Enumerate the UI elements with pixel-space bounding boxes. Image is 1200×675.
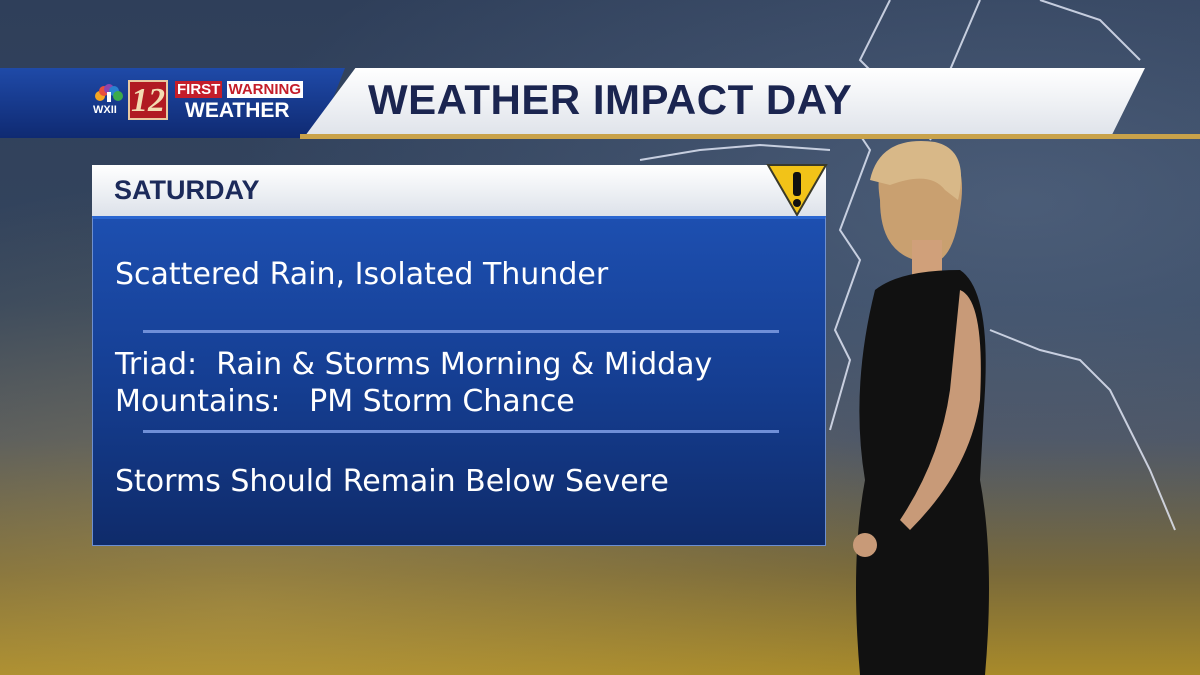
day-label: SATURDAY: [114, 175, 260, 205]
station-logo-bar: [0, 68, 345, 138]
forecast-panel: Scattered Rain, Isolated Thunder Triad: …: [92, 216, 826, 546]
station-call-sign: WXII: [93, 104, 117, 116]
first-label: FIRST: [175, 81, 223, 98]
forecast-line-3: Mountains: PM Storm Chance: [115, 384, 575, 419]
warning-label: WARNING: [226, 81, 304, 98]
forecast-line-4: Storms Should Remain Below Severe: [115, 464, 669, 499]
forecast-line-1: Scattered Rain, Isolated Thunder: [115, 257, 609, 292]
title-bar: [305, 68, 1145, 136]
first-warning-label: FIRST WARNING: [175, 81, 304, 98]
forecast-line-2: Triad: Rain & Storms Morning & Midday: [115, 347, 713, 382]
page-title: WEATHER IMPACT DAY: [368, 76, 853, 123]
warning-triangle-icon: [766, 164, 828, 217]
day-header: SATURDAY: [92, 165, 826, 216]
banner-divider: [300, 134, 1200, 139]
channel-number-logo: 12: [128, 80, 168, 120]
weather-label: WEATHER: [185, 99, 290, 122]
divider: [143, 430, 779, 433]
divider: [143, 330, 779, 333]
meteorologist: [853, 141, 989, 675]
nbc-peacock-logo: [95, 84, 123, 102]
